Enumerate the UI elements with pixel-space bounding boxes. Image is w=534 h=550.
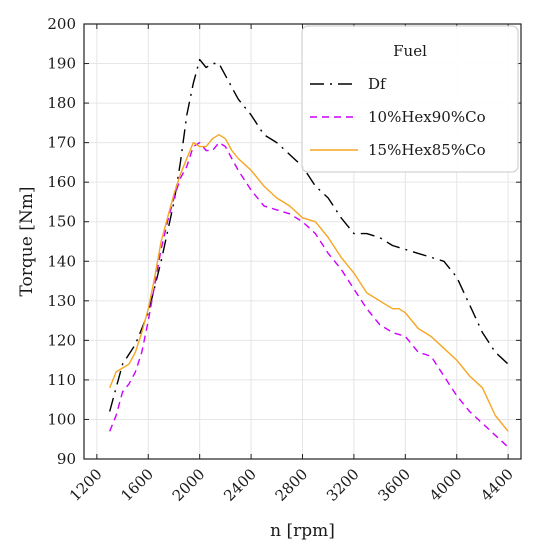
series-line-1 [109,141,509,448]
y-tick-label: 150 [47,213,76,231]
series-line-0 [109,58,509,412]
y-tick-label: 110 [47,371,76,389]
x-tick-label: 3200 [323,465,363,505]
y-tick-label: 140 [47,252,76,270]
y-tick-label: 130 [47,292,76,310]
y-tick-label: 100 [47,410,76,428]
y-tick-label: 160 [47,173,76,191]
x-tick-label: 3600 [374,465,414,505]
legend-label-0: Df [368,75,387,93]
y-axis-label: Torque [Nm] [17,187,37,297]
y-tick-label: 200 [47,15,76,33]
y-tick-label: 90 [57,450,76,468]
legend-label-1: 10%Hex90%Co [368,108,486,126]
x-tick-label: 1200 [66,465,106,505]
y-tick-label: 180 [47,94,76,112]
x-tick-label: 1600 [117,465,157,505]
legend-label-2: 15%Hex85%Co [368,141,486,159]
y-tick-label: 190 [47,55,76,73]
legend-items: Df 10%Hex90%Co 15%Hex85%Co [310,75,486,159]
legend-title: Fuel [393,42,427,60]
x-tick-label: 2800 [272,465,312,505]
x-tick-label: 2000 [169,465,209,505]
x-tick-label: 2400 [220,465,260,505]
legend-box [301,25,519,173]
y-tick-label: 120 [47,331,76,349]
series-line-2 [109,134,509,432]
x-tick-label: 4400 [477,465,517,505]
x-axis-label: n [rpm] [270,521,335,541]
y-tick-label: 170 [47,134,76,152]
series-layer [109,58,509,448]
x-tick-label: 4000 [426,465,466,505]
legend: Fuel Df 10%Hex90%Co 15%Hex85%Co [301,25,519,173]
